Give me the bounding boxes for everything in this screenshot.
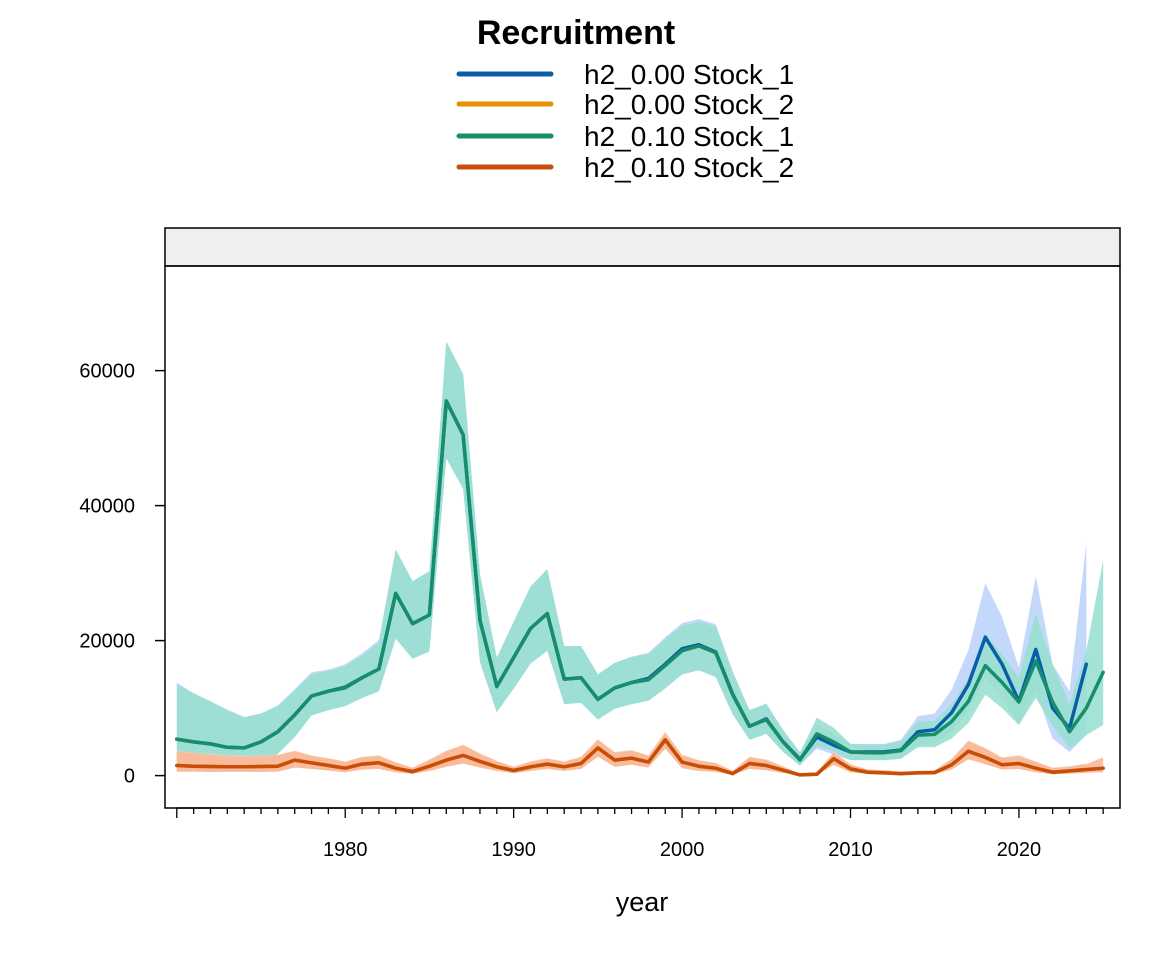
legend-item-2: h2_0.10 Stock_1 bbox=[456, 121, 794, 152]
series-line-h2_0.10 Stock_1 bbox=[175, 399, 1105, 762]
legend-label-0: h2_0.00 Stock_1 bbox=[584, 59, 794, 90]
legend-item-3: h2_0.10 Stock_2 bbox=[456, 152, 794, 183]
x-tick-label: 2000 bbox=[660, 839, 705, 861]
plot-area bbox=[175, 341, 1105, 777]
legend: h2_0.00 Stock_1 h2_0.00 Stock_2 h2_0.10 … bbox=[456, 59, 794, 183]
series-line-h2_0.10 Stock_2 bbox=[175, 738, 1105, 777]
legend-label-2: h2_0.10 Stock_1 bbox=[584, 121, 794, 152]
confidence-bands bbox=[176, 341, 1104, 776]
band-h2_0.10 Stock_1 bbox=[176, 341, 1104, 767]
legend-item-1: h2_0.00 Stock_2 bbox=[456, 89, 794, 120]
x-axis: 1980 1990 2000 2010 2020 bbox=[176, 807, 1104, 861]
series-lines bbox=[175, 399, 1105, 777]
legend-label-3: h2_0.10 Stock_2 bbox=[584, 152, 794, 183]
y-tick-label: 0 bbox=[124, 766, 135, 788]
y-axis: 0 20000 40000 60000 bbox=[79, 361, 165, 788]
x-tick-label: 2020 bbox=[997, 839, 1042, 861]
x-axis-label: year bbox=[616, 887, 669, 917]
band-h2_0.10 Stock_2 bbox=[176, 733, 1104, 776]
legend-label-1: h2_0.00 Stock_2 bbox=[584, 89, 794, 120]
x-tick-label: 1980 bbox=[323, 839, 368, 861]
x-tick-label: 2010 bbox=[828, 839, 873, 861]
panel-strip bbox=[164, 227, 1121, 267]
chart-title: Recruitment bbox=[477, 14, 675, 52]
y-tick-label: 60000 bbox=[79, 361, 135, 383]
plot-border bbox=[164, 265, 1121, 809]
y-tick-label: 20000 bbox=[79, 631, 135, 653]
x-tick-label: 1990 bbox=[491, 839, 536, 861]
y-tick-label: 40000 bbox=[79, 496, 135, 518]
legend-item-0: h2_0.00 Stock_1 bbox=[456, 59, 794, 90]
